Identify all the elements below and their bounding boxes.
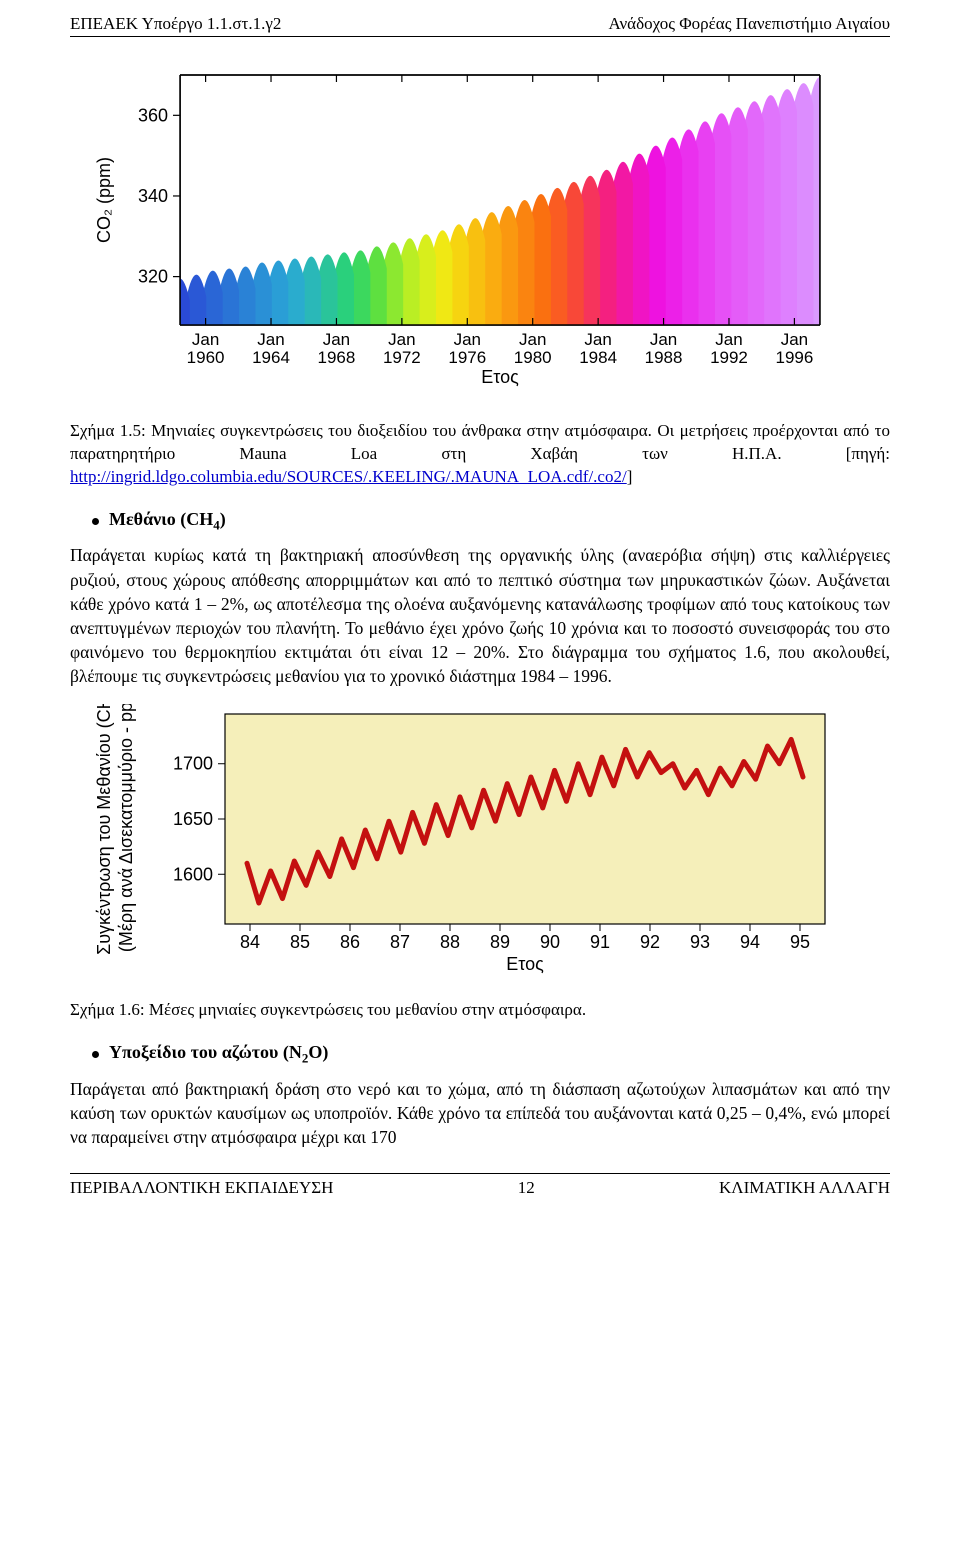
svg-text:1984: 1984: [579, 348, 617, 367]
svg-text:1968: 1968: [318, 348, 356, 367]
footer-left: ΠΕΡΙΒΑΛΛΟΝΤΙΚΗ ΕΚΠΑΙΔΕΥΣΗ: [70, 1178, 333, 1198]
header-rule: [70, 36, 890, 37]
co2-chart: 320340360Jan1960Jan1964Jan1968Jan1972Jan…: [70, 65, 890, 405]
n2o-paragraph: Παράγεται από βακτηριακή δράση στο νερό …: [70, 1077, 890, 1149]
svg-text:Jan: Jan: [388, 330, 415, 349]
methane-paragraph: Παράγεται κυρίως κατά τη βακτηριακή αποσ…: [70, 543, 890, 688]
caption-1-6: Σχήμα 1.6: Μέσες μηνιαίες συγκεντρώσεις …: [70, 999, 890, 1022]
page: ΕΠΕΑΕΚ Υποέργο 1.1.στ.1.γ2 Ανάδοχος Φορέ…: [0, 0, 960, 1218]
page-footer: ΠΕΡΙΒΑΛΛΟΝΤΙΚΗ ΕΚΠΑΙΔΕΥΣΗ 12 ΚΛΙΜΑΤΙΚΗ Α…: [70, 1174, 890, 1218]
svg-text:Jan: Jan: [715, 330, 742, 349]
svg-text:86: 86: [340, 932, 360, 952]
svg-text:Jan: Jan: [454, 330, 481, 349]
header-right: Ανάδοχος Φορέας Πανεπιστήμιο Αιγαίου: [608, 14, 890, 34]
svg-text:95: 95: [790, 932, 810, 952]
svg-text:1988: 1988: [645, 348, 683, 367]
header-left: ΕΠΕΑΕΚ Υποέργο 1.1.στ.1.γ2: [70, 14, 281, 34]
footer-right: ΚΛΙΜΑΤΙΚΗ ΑΛΛΑΓΗ: [719, 1178, 890, 1198]
svg-text:91: 91: [590, 932, 610, 952]
svg-text:Jan: Jan: [257, 330, 284, 349]
svg-text:87: 87: [390, 932, 410, 952]
bullet-icon: [92, 518, 99, 525]
svg-text:Jan: Jan: [519, 330, 546, 349]
ch4-chart: 1600 1650 1700 84 85 86 87 88 89 90 91 92 93 94 95 Συγκ…: [70, 704, 890, 984]
section-methane-title: Μεθάνιο (CH4): [92, 509, 890, 534]
svg-text:(Μέρη ανά Δισεκατομμύριο - ppb: (Μέρη ανά Δισεκατομμύριο - ppb): [116, 704, 136, 952]
svg-text:90: 90: [540, 932, 560, 952]
svg-text:Ετος: Ετος: [506, 954, 544, 974]
caption-link[interactable]: http://ingrid.ldgo.columbia.edu/SOURCES/…: [70, 467, 627, 486]
bullet-icon: [92, 1051, 99, 1058]
svg-text:1650: 1650: [173, 809, 213, 829]
svg-text:Jan: Jan: [781, 330, 808, 349]
svg-text:1996: 1996: [775, 348, 813, 367]
svg-text:1972: 1972: [383, 348, 421, 367]
svg-text:1976: 1976: [448, 348, 486, 367]
svg-text:Jan: Jan: [584, 330, 611, 349]
caption-1-5: Σχήμα 1.5: Μηνιαίες συγκεντρώσεις του δι…: [70, 420, 890, 489]
svg-text:1960: 1960: [187, 348, 225, 367]
svg-text:Jan: Jan: [323, 330, 350, 349]
svg-text:340: 340: [138, 186, 168, 206]
svg-text:360: 360: [138, 105, 168, 125]
svg-text:1600: 1600: [173, 865, 213, 885]
footer-page-number: 12: [518, 1178, 535, 1198]
section-n2o-title: Υποξείδιο του αζώτου (N2O): [92, 1042, 890, 1067]
svg-text:Jan: Jan: [650, 330, 677, 349]
svg-text:88: 88: [440, 932, 460, 952]
svg-text:Συγκέντρωση του Μεθανίου (CH₄): Συγκέντρωση του Μεθανίου (CH₄): [94, 704, 114, 955]
svg-text:1980: 1980: [514, 348, 552, 367]
svg-text:94: 94: [740, 932, 760, 952]
svg-text:84: 84: [240, 932, 260, 952]
svg-text:1964: 1964: [252, 348, 290, 367]
svg-text:93: 93: [690, 932, 710, 952]
svg-text:92: 92: [640, 932, 660, 952]
co2-figure: 320340360Jan1960Jan1964Jan1968Jan1972Jan…: [70, 65, 890, 410]
page-header: ΕΠΕΑΕΚ Υποέργο 1.1.στ.1.γ2 Ανάδοχος Φορέ…: [70, 0, 890, 36]
svg-text:320: 320: [138, 267, 168, 287]
ch4-figure: 1600 1650 1700 84 85 86 87 88 89 90 91 92 93 94 95 Συγκ…: [70, 704, 890, 989]
svg-text:85: 85: [290, 932, 310, 952]
svg-text:Ετος: Ετος: [481, 367, 519, 387]
svg-text:1992: 1992: [710, 348, 748, 367]
svg-text:CO₂ (ppm): CO₂ (ppm): [94, 157, 114, 243]
svg-text:1700: 1700: [173, 754, 213, 774]
svg-text:89: 89: [490, 932, 510, 952]
svg-text:Jan: Jan: [192, 330, 219, 349]
